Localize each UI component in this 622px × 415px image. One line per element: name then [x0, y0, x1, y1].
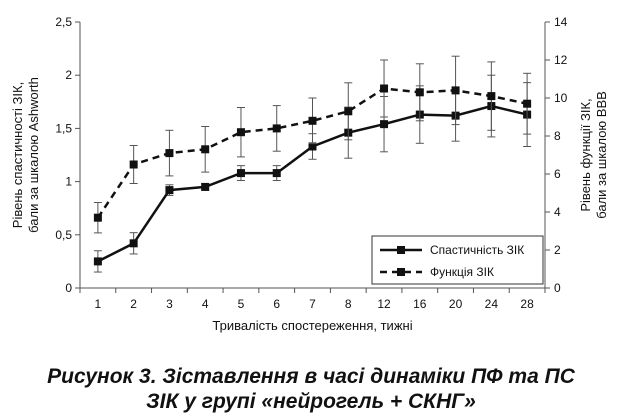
legend-function-marker — [397, 268, 405, 276]
x-tick-label: 24 — [485, 297, 499, 311]
left-y-tick-label: 0 — [65, 281, 72, 295]
right-y-axis-title-line: Рівень функції ЗІК, — [578, 98, 593, 211]
x-tick-label: 12 — [377, 297, 391, 311]
left-y-axis-title: Рівень спастичності ЗІК,бали за шкалою A… — [10, 77, 41, 233]
x-tick-label: 1 — [95, 297, 102, 311]
function-data-point — [523, 99, 532, 108]
function-data-point — [93, 213, 102, 222]
x-tick-label: 16 — [413, 297, 427, 311]
legend-spasticity-marker — [397, 246, 405, 254]
x-tick-label: 7 — [309, 297, 316, 311]
right-y-tick-label: 12 — [554, 53, 568, 67]
right-y-tick-label: 8 — [554, 129, 561, 143]
function-data-point — [451, 86, 460, 95]
left-y-tick-label: 1,5 — [55, 121, 72, 135]
x-axis-title: Тривалість спостереження, тижні — [212, 318, 412, 333]
function-data-point — [308, 116, 317, 125]
left-y-tick-label: 2 — [65, 68, 72, 82]
right-y-tick-label: 14 — [554, 15, 568, 29]
x-tick-label: 4 — [202, 297, 209, 311]
legend-spasticity-label: Спастичність ЗІК — [430, 243, 524, 257]
right-y-tick-label: 6 — [554, 167, 561, 181]
right-y-tick-label: 4 — [554, 205, 561, 219]
figure-caption-line-2: ЗІК у групі «нейрогель + СКНГ» — [146, 390, 476, 413]
right-y-axis-title: Рівень функції ЗІК,бали за шкалою BBB — [578, 91, 609, 219]
x-tick-label: 20 — [449, 297, 463, 311]
spasticity-data-point — [201, 182, 210, 191]
x-tick-label: 28 — [520, 297, 534, 311]
spasticity-data-point — [129, 239, 138, 248]
left-y-tick-label: 1 — [65, 175, 72, 189]
x-tick-label: 5 — [238, 297, 245, 311]
left-y-axis-title-line: Рівень спастичності ЗІК, — [10, 82, 25, 228]
function-data-point — [380, 84, 389, 93]
spasticity-data-point — [380, 120, 389, 129]
function-data-point — [129, 160, 138, 169]
function-data-point — [201, 145, 210, 154]
function-data-point — [272, 124, 281, 133]
left-y-tick-label: 2,5 — [55, 15, 72, 29]
right-y-tick-label: 2 — [554, 243, 561, 257]
function-data-point — [415, 88, 424, 97]
spasticity-data-point — [308, 142, 317, 151]
x-tick-label: 6 — [273, 297, 280, 311]
x-tick-label: 2 — [130, 297, 137, 311]
function-data-point — [344, 107, 353, 116]
function-data-point — [487, 92, 496, 101]
legend-function-label: Функція ЗІК — [430, 265, 494, 279]
x-tick-label: 3 — [166, 297, 173, 311]
right-y-tick-label: 0 — [554, 281, 561, 295]
function-data-point — [236, 128, 245, 137]
figure-caption-line-1: Рисунок 3. Зіставлення в часі динаміки П… — [47, 365, 575, 388]
spasticity-data-point — [93, 257, 102, 266]
left-y-tick-label: 0,5 — [55, 228, 72, 242]
function-data-point — [165, 149, 174, 158]
spasticity-data-point — [165, 186, 174, 195]
right-y-tick-label: 10 — [554, 91, 568, 105]
x-tick-label: 8 — [345, 297, 352, 311]
spasticity-data-point — [236, 169, 245, 178]
left-y-axis-title-line: бали за шкалою Ashworth — [26, 77, 41, 233]
right-y-axis-title-line: бали за шкалою BBB — [594, 91, 609, 219]
spasticity-data-point — [272, 169, 281, 178]
